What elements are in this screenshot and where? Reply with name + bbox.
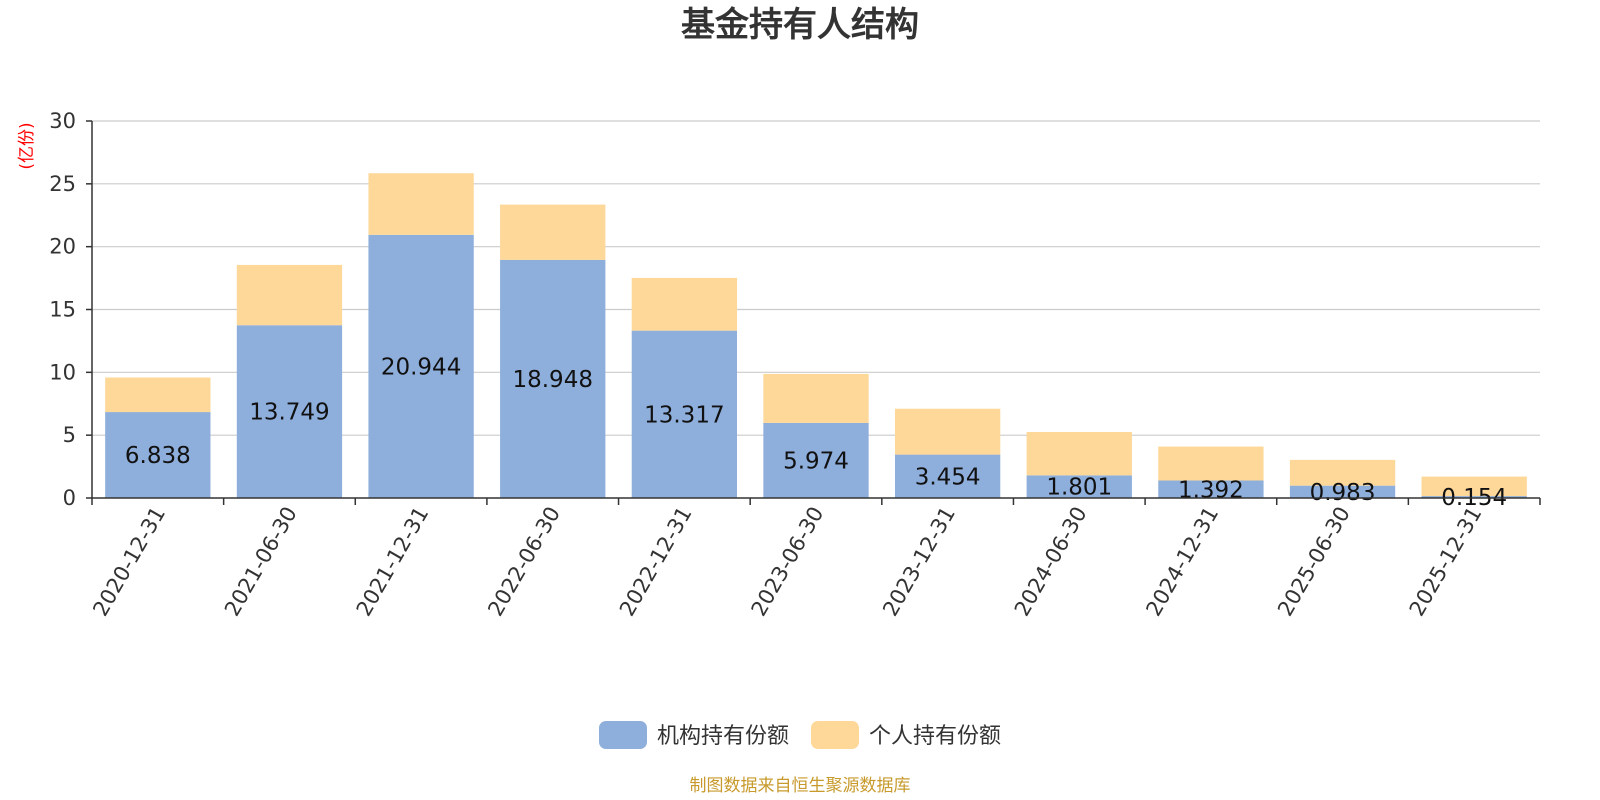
y-tick-label-1: 5 (63, 423, 76, 447)
bar-series-0-0 (105, 412, 211, 498)
y-tick-label-3: 15 (49, 298, 76, 322)
bar-series-0-9 (1289, 485, 1396, 498)
x-tick-label-4: 2022-12-31 (615, 503, 697, 621)
data-label-6: 3.454 (915, 464, 981, 490)
bar-series-1-4 (631, 277, 738, 331)
axes (86, 120, 1541, 505)
bar-series-1-6 (894, 408, 1001, 455)
y-tick-labels: 0 5 10 15 20 25 30 (49, 109, 76, 510)
data-label-0: 6.838 (125, 443, 191, 469)
legend-swatch-1 (811, 721, 859, 749)
bar-series-0-6 (894, 454, 1001, 498)
legend-label-0: 机构持有份额 (657, 724, 789, 749)
x-tick-label-8: 2024-12-31 (1141, 503, 1223, 621)
bar-series-0-1 (236, 325, 343, 498)
bar-series-1-3 (500, 204, 606, 260)
x-tick-label-6: 2023-12-31 (878, 503, 960, 621)
legend-swatch-0 (599, 721, 647, 749)
bar-series-0-2 (368, 234, 474, 499)
bar-series-0-7 (1026, 475, 1132, 498)
y-tick-label-6: 30 (49, 109, 76, 133)
bar-series-1-2 (368, 173, 474, 235)
x-tick-label-0: 2020-12-31 (88, 503, 170, 621)
x-tick-label-2: 2021-12-31 (352, 503, 434, 621)
data-label-8: 1.392 (1178, 477, 1244, 503)
x-tick-label-5: 2023-06-30 (747, 503, 829, 621)
bar-series-1-8 (1158, 446, 1264, 481)
data-label-5: 5.974 (783, 448, 849, 474)
data-label-3: 18.948 (512, 367, 592, 393)
y-tick-label-0: 0 (63, 486, 76, 510)
bar-series-1-5 (763, 373, 869, 423)
data-label-9: 0.983 (1310, 480, 1376, 506)
data-source-note: 制图数据来自恒生聚源数据库 (690, 776, 911, 796)
chart-title: 基金持有人结构 (681, 5, 919, 45)
x-tick-label-3: 2022-06-30 (483, 503, 565, 621)
y-axis-unit-label: (亿份) (17, 122, 37, 169)
bar-series-1-7 (1026, 432, 1132, 476)
data-label-4: 13.317 (644, 402, 724, 428)
data-label-2: 20.944 (381, 354, 461, 380)
y-tick-label-5: 25 (49, 172, 76, 196)
bar-series-0-3 (500, 259, 606, 498)
x-tick-label-10: 2025-12-31 (1405, 503, 1487, 621)
data-label-7: 1.801 (1046, 475, 1112, 501)
data-label-1: 13.749 (249, 400, 329, 426)
legend-label-1: 个人持有份额 (869, 724, 1001, 749)
bar-series-1-9 (1289, 459, 1396, 486)
y-tick-label-2: 10 (49, 360, 76, 384)
x-tick-label-1: 2021-06-30 (220, 503, 302, 621)
x-tick-label-7: 2024-06-30 (1010, 503, 1092, 621)
bar-series-0-4 (631, 330, 738, 498)
data-labels: 6.838 13.749 20.944 18.948 13.317 5.974 3.454 1… (125, 354, 1507, 511)
bar-series-0-10 (1421, 496, 1527, 498)
bar-series-1-1 (236, 264, 343, 326)
bar-series-1-0 (105, 377, 211, 413)
bar-series-0-8 (1158, 480, 1264, 498)
x-tick-labels: 2020-12-31 2021-06-30 2021-12-31 2022-06-30… (88, 503, 1486, 621)
bars (105, 173, 1527, 499)
legend: 机构持有份额 个人持有份额 (599, 721, 1001, 749)
bar-series-1-10 (1421, 476, 1527, 497)
x-tick-label-9: 2025-06-30 (1273, 503, 1355, 621)
bar-series-0-5 (763, 422, 869, 498)
y-tick-label-4: 20 (49, 235, 76, 259)
